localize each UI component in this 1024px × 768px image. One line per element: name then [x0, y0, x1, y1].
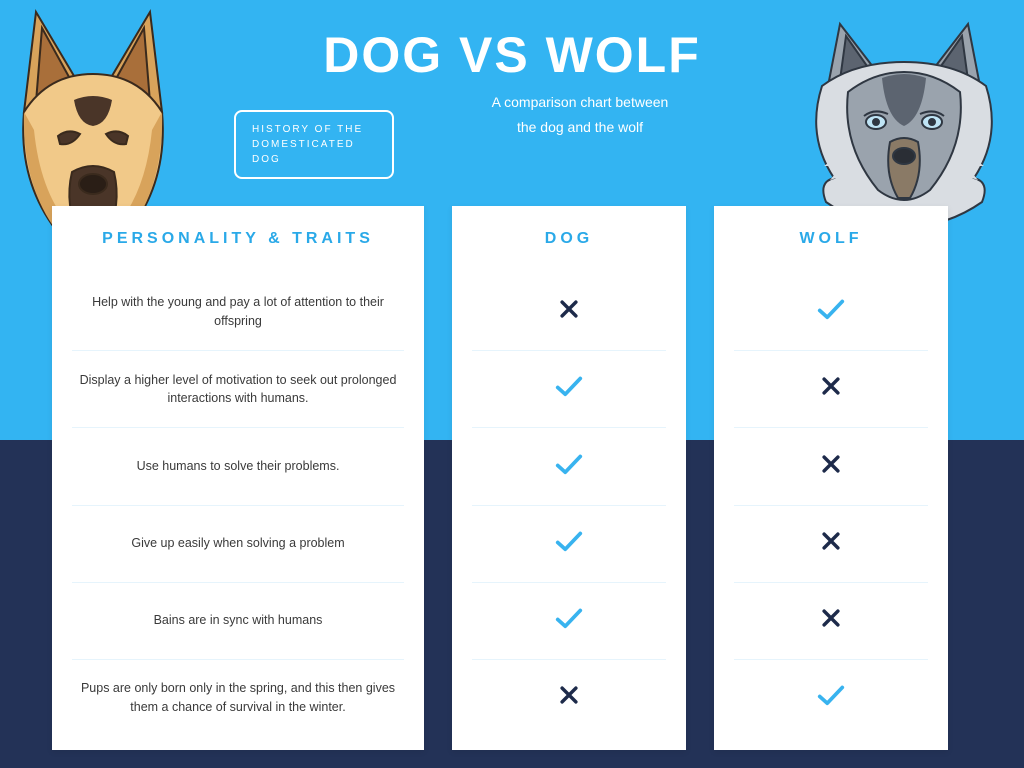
- wolf-head-icon: [794, 6, 1014, 236]
- trait-row: Bains are in sync with humans: [72, 582, 404, 659]
- dog-mark-row: [472, 659, 666, 736]
- x-icon: [558, 298, 580, 326]
- dog-mark-row: [472, 274, 666, 350]
- comparison-columns: PERSONALITY & TRAITS Help with the young…: [52, 206, 972, 750]
- wolf-mark-row: [734, 505, 928, 582]
- dog-mark-row: [472, 505, 666, 582]
- wolf-body: [714, 274, 948, 750]
- x-icon: [558, 684, 580, 712]
- x-icon: [820, 607, 842, 635]
- wolf-mark-row: [734, 350, 928, 427]
- check-icon: [816, 296, 846, 328]
- trait-row: Pups are only born only in the spring, a…: [72, 659, 404, 736]
- wolf-mark-row: [734, 659, 928, 736]
- x-icon: [820, 453, 842, 481]
- check-icon: [816, 682, 846, 714]
- dog-mark-row: [472, 582, 666, 659]
- wolf-mark-row: [734, 274, 928, 350]
- history-badge: HISTORY OF THE DOMESTICATED DOG: [234, 110, 394, 179]
- wolf-card: WOLF: [714, 206, 948, 750]
- dog-card: DOG: [452, 206, 686, 750]
- page-subtitle: A comparison chart between the dog and t…: [440, 90, 720, 140]
- check-icon: [554, 451, 584, 483]
- wolf-mark-row: [734, 582, 928, 659]
- trait-text: Use humans to solve their problems.: [137, 457, 340, 476]
- trait-text: Display a higher level of motivation to …: [76, 371, 400, 409]
- badge-line-3: DOG: [252, 154, 281, 165]
- dog-mark-row: [472, 427, 666, 504]
- dog-body: [452, 274, 686, 750]
- trait-row: Use humans to solve their problems.: [72, 427, 404, 504]
- badge-line-1: HISTORY OF THE: [252, 124, 363, 135]
- trait-row: Help with the young and pay a lot of att…: [72, 274, 404, 350]
- x-icon: [820, 375, 842, 403]
- dog-header: DOG: [452, 206, 686, 274]
- check-icon: [554, 605, 584, 637]
- trait-text: Give up easily when solving a problem: [131, 534, 344, 553]
- dog-mark-row: [472, 350, 666, 427]
- x-icon: [820, 530, 842, 558]
- trait-text: Pups are only born only in the spring, a…: [76, 679, 400, 717]
- badge-line-2: DOMESTICATED: [252, 139, 355, 150]
- subtitle-line-1: A comparison chart between: [492, 94, 669, 110]
- trait-row: Display a higher level of motivation to …: [72, 350, 404, 427]
- check-icon: [554, 528, 584, 560]
- traits-header: PERSONALITY & TRAITS: [52, 206, 424, 274]
- trait-text: Bains are in sync with humans: [154, 611, 323, 630]
- wolf-header: WOLF: [714, 206, 948, 274]
- trait-text: Help with the young and pay a lot of att…: [76, 293, 400, 331]
- traits-body: Help with the young and pay a lot of att…: [52, 274, 424, 750]
- traits-card: PERSONALITY & TRAITS Help with the young…: [52, 206, 424, 750]
- subtitle-line-2: the dog and the wolf: [517, 119, 643, 135]
- trait-row: Give up easily when solving a problem: [72, 505, 404, 582]
- check-icon: [554, 373, 584, 405]
- wolf-mark-row: [734, 427, 928, 504]
